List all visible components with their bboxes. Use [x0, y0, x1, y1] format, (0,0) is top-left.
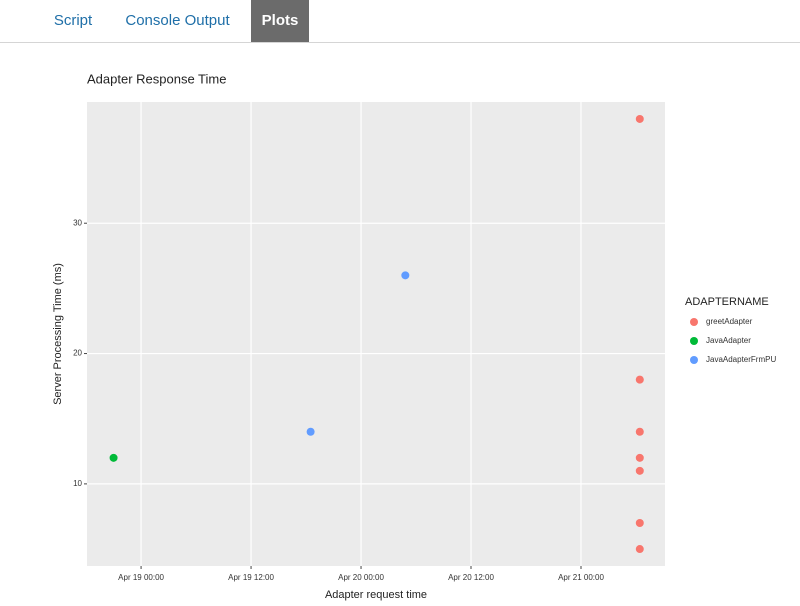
x-axis-label: Adapter request time — [325, 589, 427, 601]
point — [635, 545, 644, 554]
x-tick-label: Apr 20 00:00 — [338, 573, 384, 582]
y-tick-label: 10 — [73, 479, 82, 488]
panel — [87, 102, 665, 566]
point — [635, 518, 644, 527]
point — [635, 375, 644, 384]
point — [635, 466, 644, 475]
y-axis-label: Server Processing Time (ms) — [52, 263, 64, 405]
legend-swatch — [690, 337, 698, 345]
point — [401, 271, 410, 280]
point — [635, 427, 644, 436]
chart-title: Adapter Response Time — [87, 71, 226, 86]
y-tick-label: 20 — [73, 349, 82, 358]
legend-swatch — [690, 356, 698, 364]
x-tick-label: Apr 19 00:00 — [118, 573, 164, 582]
tab-bar: Script Console Output Plots — [0, 0, 800, 43]
legend-label: greetAdapter — [706, 317, 753, 326]
tab[interactable]: Script — [53, 12, 93, 29]
point — [109, 453, 118, 462]
tab-active[interactable]: Plots — [251, 0, 309, 42]
legend-label: JavaAdapter — [706, 336, 751, 345]
point — [635, 114, 644, 123]
point — [635, 453, 644, 462]
legend-title: ADAPTERNAME — [685, 296, 769, 308]
tab[interactable]: Console Output — [125, 12, 230, 29]
x-tick-label: Apr 21 00:00 — [558, 573, 604, 582]
x-tick-label: Apr 20 12:00 — [448, 573, 494, 582]
legend-label: JavaAdapterFrmPU — [706, 355, 776, 364]
y-tick-label: 30 — [73, 218, 82, 227]
x-tick-label: Apr 19 12:00 — [228, 573, 274, 582]
point — [306, 427, 315, 436]
legend-swatch — [690, 318, 698, 326]
